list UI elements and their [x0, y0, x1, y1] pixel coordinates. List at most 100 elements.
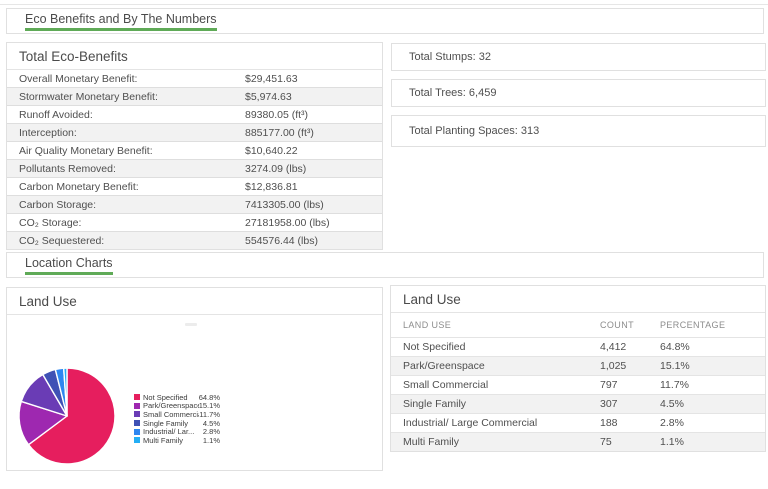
top-divider — [0, 0, 768, 5]
total-planting-spaces-box: Total Planting Spaces: 313 — [391, 115, 766, 147]
row-label: Air Quality Monetary Benefit: — [19, 144, 153, 157]
table-row: Runoff Avoided: 89380.05 (ft³) — [7, 106, 382, 124]
table-row: Industrial/ Large Commercial 188 2.8% — [391, 414, 765, 433]
table-row: Park/Greenspace 1,025 15.1% — [391, 357, 765, 376]
table-row: Carbon Monetary Benefit: $12,836.81 — [7, 178, 382, 196]
row-label: Carbon Storage: — [19, 198, 97, 211]
total-stumps-text: Total Stumps: 32 — [409, 51, 491, 63]
legend-label: Multi Family — [143, 435, 184, 445]
total-planting-spaces-text: Total Planting Spaces: 313 — [409, 125, 540, 137]
land-use-chart-card: Land Use Not Specified 64.8% Park/Greensp… — [6, 287, 383, 471]
legend-value: 11.7% — [199, 409, 220, 419]
row-value: $5,974.63 — [245, 90, 292, 103]
pie-chart[interactable] — [15, 364, 119, 468]
row-label: Carbon Monetary Benefit: — [19, 180, 139, 193]
legend-label: Park/Greenspace — [143, 401, 199, 411]
row-value: 3274.09 (lbs) — [245, 162, 307, 175]
cell-percentage: 64.8% — [660, 341, 690, 353]
legend-swatch — [134, 402, 140, 409]
cell-land-use: Single Family — [403, 398, 467, 410]
cell-percentage: 11.7% — [660, 379, 689, 391]
row-label: Stormwater Monetary Benefit: — [19, 90, 158, 103]
table-row: Not Specified 4,412 64.8% — [391, 338, 765, 357]
row-value: 885177.00 (ft³) — [245, 126, 314, 139]
cell-percentage: 15.1% — [660, 360, 690, 372]
legend-item[interactable]: Small Commercial 11.7% — [134, 410, 220, 419]
row-value: 27181958.00 (lbs) — [245, 216, 330, 229]
eco-benefits-card: Total Eco-Benefits Overall Monetary Bene… — [6, 42, 383, 250]
total-stumps-box: Total Stumps: 32 — [391, 43, 766, 71]
legend-swatch — [134, 428, 140, 435]
legend-label: Single Family — [143, 418, 189, 428]
row-label: CO₂ Sequestered: — [19, 234, 105, 247]
legend-value: 4.5% — [202, 418, 220, 428]
cell-count: 188 — [600, 417, 618, 429]
legend-item[interactable]: Multi Family 1.1% — [134, 436, 220, 445]
row-label: CO₂ Storage: — [19, 216, 82, 229]
legend-swatch — [134, 437, 140, 444]
table-row: Interception: 885177.00 (ft³) — [7, 124, 382, 142]
pie-slice[interactable] — [27, 367, 116, 465]
legend-label: Industrial/ Lar... — [143, 427, 195, 437]
legend-value: 2.8% — [202, 427, 220, 437]
row-label: Pollutants Removed: — [19, 162, 116, 175]
chart-menu-dash — [185, 323, 197, 326]
cell-percentage: 1.1% — [660, 436, 684, 448]
eco-benefits-table: Overall Monetary Benefit: $29,451.63 Stor… — [7, 70, 382, 249]
table-row: Small Commercial 797 11.7% — [391, 376, 765, 395]
total-trees-text: Total Trees: 6,459 — [409, 87, 497, 99]
cell-land-use: Industrial/ Large Commercial — [403, 417, 538, 429]
legend-label: Small Commercial — [143, 409, 200, 419]
cell-count: 75 — [600, 436, 612, 448]
col-header-land-use: LAND USE — [403, 320, 452, 330]
cell-percentage: 4.5% — [660, 398, 684, 410]
pie-slice[interactable] — [62, 367, 68, 417]
eco-benefits-title: Total Eco-Benefits — [7, 43, 382, 70]
cell-land-use: Park/Greenspace — [403, 360, 485, 372]
row-value: $10,640.22 — [245, 144, 298, 157]
legend-swatch — [134, 394, 140, 401]
cell-land-use: Not Specified — [403, 341, 466, 353]
cell-count: 1,025 — [600, 360, 627, 372]
legend-item[interactable]: Single Family 4.5% — [134, 419, 220, 428]
land-use-table: Not Specified 4,412 64.8% Park/Greenspace 1… — [391, 338, 765, 451]
legend-item[interactable]: Not Specified 64.8% — [134, 393, 220, 402]
legend-value: 15.1% — [198, 401, 220, 411]
section-title-eco-benefits[interactable]: Eco Benefits and By The Numbers — [25, 12, 217, 31]
land-use-chart-title: Land Use — [7, 288, 382, 315]
row-label: Interception: — [19, 126, 77, 139]
section-header-location-charts: Location Charts — [6, 252, 764, 278]
table-row: Carbon Storage: 7413305.00 (lbs) — [7, 196, 382, 214]
table-row: CO₂ Storage: 27181958.00 (lbs) — [7, 214, 382, 232]
cell-percentage: 2.8% — [660, 417, 684, 429]
legend-value: 1.1% — [202, 435, 220, 445]
table-header-row: LAND USE COUNT PERCENTAGE — [391, 313, 765, 338]
pie-legend: Not Specified 64.8% Park/Greenspace 15.1% … — [134, 393, 220, 445]
table-row: Overall Monetary Benefit: $29,451.63 — [7, 70, 382, 88]
table-row: CO₂ Sequestered: 554576.44 (lbs) — [7, 232, 382, 249]
legend-swatch — [134, 411, 140, 418]
table-row: Stormwater Monetary Benefit: $5,974.63 — [7, 88, 382, 106]
table-row: Single Family 307 4.5% — [391, 395, 765, 414]
row-value: 7413305.00 (lbs) — [245, 198, 324, 211]
table-row: Air Quality Monetary Benefit: $10,640.22 — [7, 142, 382, 160]
cell-land-use: Small Commercial — [403, 379, 489, 391]
legend-swatch — [134, 420, 140, 427]
cell-land-use: Multi Family — [403, 436, 460, 448]
cell-count: 4,412 — [600, 341, 627, 353]
cell-count: 797 — [600, 379, 618, 391]
legend-value: 64.8% — [198, 392, 220, 402]
legend-item[interactable]: Park/Greenspace 15.1% — [134, 401, 220, 411]
legend-label: Not Specified — [143, 392, 188, 402]
land-use-table-card: Land Use LAND USE COUNT PERCENTAGE Not S… — [390, 285, 766, 452]
row-label: Runoff Avoided: — [19, 108, 93, 121]
legend-item[interactable]: Industrial/ Lar... 2.8% — [134, 427, 220, 436]
col-header-count: COUNT — [600, 320, 634, 330]
cell-count: 307 — [600, 398, 618, 410]
row-label: Overall Monetary Benefit: — [19, 72, 138, 85]
total-trees-box: Total Trees: 6,459 — [391, 79, 766, 107]
row-value: $12,836.81 — [245, 180, 298, 193]
section-title-location-charts[interactable]: Location Charts — [25, 256, 113, 275]
land-use-pie-chart: Not Specified 64.8% Park/Greenspace 15.1% … — [7, 315, 382, 471]
table-row: Pollutants Removed: 3274.09 (lbs) — [7, 160, 382, 178]
